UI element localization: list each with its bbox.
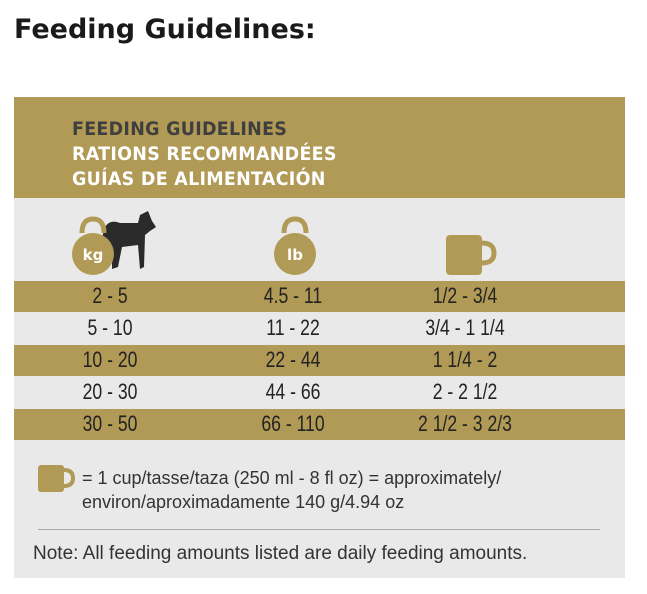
table-cell: 10 - 20 (82, 347, 138, 372)
table-cell: 30 - 50 (82, 411, 138, 436)
weight-handle (281, 216, 309, 234)
table-cell: 20 - 30 (82, 379, 138, 404)
table-row: 30 - 50 66 - 110 2 1/2 - 3 2/3 (14, 409, 625, 440)
table-cell: 3/4 - 1 1/4 (425, 315, 505, 340)
table-cell: 2 - 5 (92, 283, 128, 308)
footnote: environ/aproximadamente 140 g/4.94 oz (82, 492, 405, 512)
lb-weight (274, 233, 316, 275)
table-cell: 44 - 66 (265, 379, 321, 404)
icons: kg lb (72, 211, 497, 275)
table-row: 10 - 20 22 - 44 1 1/4 - 2 (14, 345, 625, 376)
dog-icon (100, 211, 156, 269)
table-cell: 22 - 44 (265, 347, 321, 372)
table-row: 2 - 5 4.5 - 11 1/2 - 3/4 (14, 281, 625, 312)
table-row: 20 - 30 44 - 66 2 - 2 1/2 (14, 377, 625, 408)
kg-label: kg (83, 246, 104, 264)
lb-label: lb (287, 246, 303, 264)
heading: RATIONS RECOMMANDÉES (72, 143, 337, 165)
panel-header (14, 97, 625, 198)
table-cell: 66 - 110 (261, 411, 325, 436)
cup-icon (38, 465, 76, 492)
kg-weight (72, 233, 114, 275)
table-cell: 2 1/2 - 3 2/3 (418, 411, 512, 436)
heading: FEEDING GUIDELINES (72, 118, 288, 140)
table-cell: 1 1/4 - 2 (432, 347, 498, 372)
cup-handle (481, 240, 497, 266)
cup-icon (446, 235, 482, 275)
footnote: = 1 cup/tasse/taza (250 ml - 8 fl oz) = … (82, 468, 502, 488)
table-cell: 5 - 10 (87, 315, 133, 340)
separator (38, 529, 600, 530)
note: Note: All feeding amounts listed are dai… (33, 543, 528, 564)
weight-handle (79, 216, 107, 234)
table-row: 5 - 10 11 - 22 3/4 - 1 1/4 (14, 313, 625, 344)
table-cell: 2 - 2 1/2 (432, 379, 498, 404)
table-cell: 11 - 22 (266, 315, 320, 340)
table-cell: 4.5 - 11 (263, 283, 323, 308)
heading: GUÍAS DE ALIMENTACIÓN (72, 168, 326, 190)
page-title: Feeding Guidelines: (14, 14, 316, 45)
table-cell: 1/2 - 3/4 (432, 283, 498, 308)
